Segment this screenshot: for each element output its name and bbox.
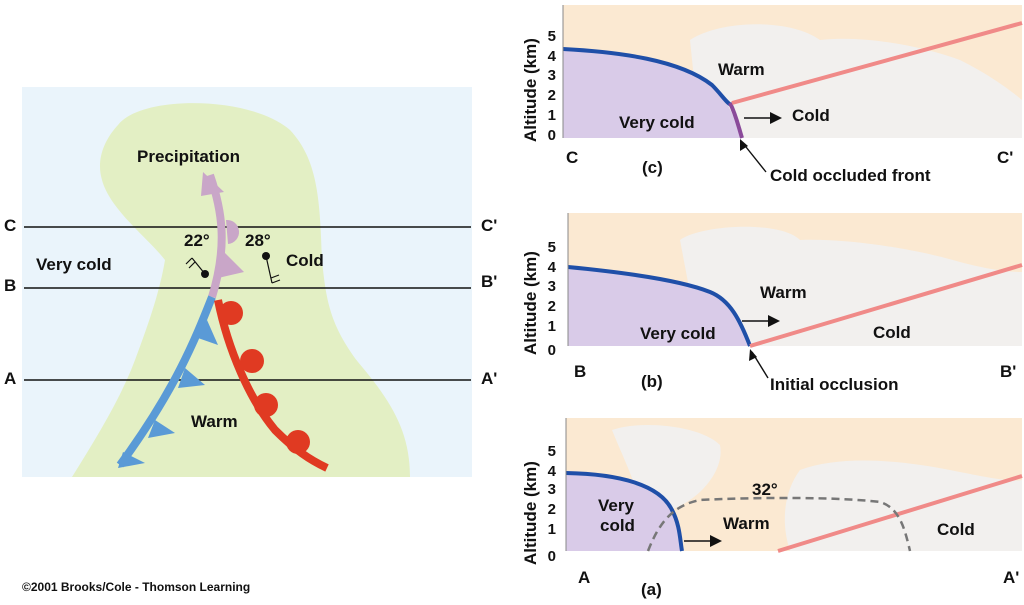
right-label-b: B' [1000,362,1017,381]
section-label-a: A [4,369,17,388]
tick-c-1: 1 [547,107,556,124]
very-cold-air [568,267,750,346]
tick-a-4: 4 [547,463,556,480]
right-label-c: C' [997,148,1014,167]
left-label-b: B [574,362,587,381]
warm-label: Warm [191,412,238,431]
cold-front [116,295,216,468]
warm-front-semicircle [219,301,243,325]
very-cold-label-b: Very cold [640,324,716,343]
panel-letter-a: (a) [641,580,662,599]
precipitation-area [72,103,410,478]
very-label-a: Very [598,496,634,515]
very-cold-label: Very cold [36,255,112,274]
cold-front-boundary [565,471,684,552]
cold-label: Cold [286,251,324,270]
cold-word-label-a: cold [600,516,635,535]
very-cold-label-c: Very cold [619,113,695,132]
very-cold-air [563,49,742,138]
temperature-left: 22° [184,231,210,250]
section-label-c-prime: C' [481,216,498,235]
tick-b-0: 0 [547,342,556,359]
tick-a-3: 3 [547,481,556,498]
arrow-head [768,315,780,327]
annotation-pointer-head [740,139,748,151]
tick-c-0: 0 [547,127,556,144]
warm-front-semicircle [286,430,310,454]
right-label-a: A' [1003,568,1020,587]
section-label-a-prime: A' [481,369,498,388]
left-label-a: A [578,568,591,587]
wind-barb-icon [265,255,281,284]
tick-c-4: 4 [547,48,556,65]
wind-barb-icon [185,257,206,275]
annotation-c: Cold occluded front [770,166,931,185]
panel-letter-c: (c) [642,158,663,177]
warm-label-c: Warm [718,60,765,79]
warm-front-semicircle [240,349,264,373]
cold-label-b: Cold [873,323,911,342]
tick-a-1: 1 [547,521,556,538]
temperature-right: 28° [245,231,271,250]
cold-front-boundary [567,265,752,347]
tick-b-3: 3 [547,278,556,295]
warm-front-boundary [777,474,1023,553]
cold-label-c: Cold [792,106,830,125]
cold-front-boundary [562,47,733,107]
cloud-mass [690,24,1022,138]
temperature-label-a: 32° [752,480,778,499]
cloud-mass-right [784,460,1022,551]
cold-label-a: Cold [937,520,975,539]
section-label-c: C [4,216,17,235]
cold-front-triangle [198,320,218,345]
cold-front-triangle [148,420,175,438]
section-label-b-prime: B' [481,272,498,291]
occluded-front-triangle [201,172,224,196]
tick-c-3: 3 [547,67,556,84]
arrow-head [710,535,722,547]
panel-letter-b: (b) [641,372,663,391]
warm-label-a: Warm [723,514,770,533]
tick-a-2: 2 [547,501,556,518]
cold-front-triangle [178,368,205,388]
tick-b-2: 2 [547,298,556,315]
warm-front [214,299,329,472]
cold-front-triangle [118,452,145,468]
warm-front-boundary [749,263,1023,348]
copyright-text: ©2001 Brooks/Cole - Thomson Learning [22,580,251,594]
tick-c-5: 5 [547,28,556,45]
section-label-b: B [4,276,17,295]
occluded-front-semicircle [226,219,240,244]
precipitation-label: Precipitation [137,147,240,166]
cloud-mass [680,226,1022,346]
warm-front-semicircle [254,393,278,417]
tick-a-0: 0 [547,548,556,565]
occluded-front-triangle [218,252,244,278]
warm-label-b: Warm [760,283,807,302]
isotherm-32 [646,496,912,552]
occluded-front-line [728,102,744,139]
tick-a-5: 5 [547,443,556,460]
tick-b-1: 1 [547,318,556,335]
arrow-head [770,112,782,124]
annotation-pointer-head [749,349,757,361]
annotation-b: Initial occlusion [770,375,899,394]
tick-c-2: 2 [547,87,556,104]
tick-b-4: 4 [547,259,556,276]
warm-front-boundary [731,21,1023,105]
tick-b-5: 5 [547,239,556,256]
left-label-c: C [566,148,579,167]
